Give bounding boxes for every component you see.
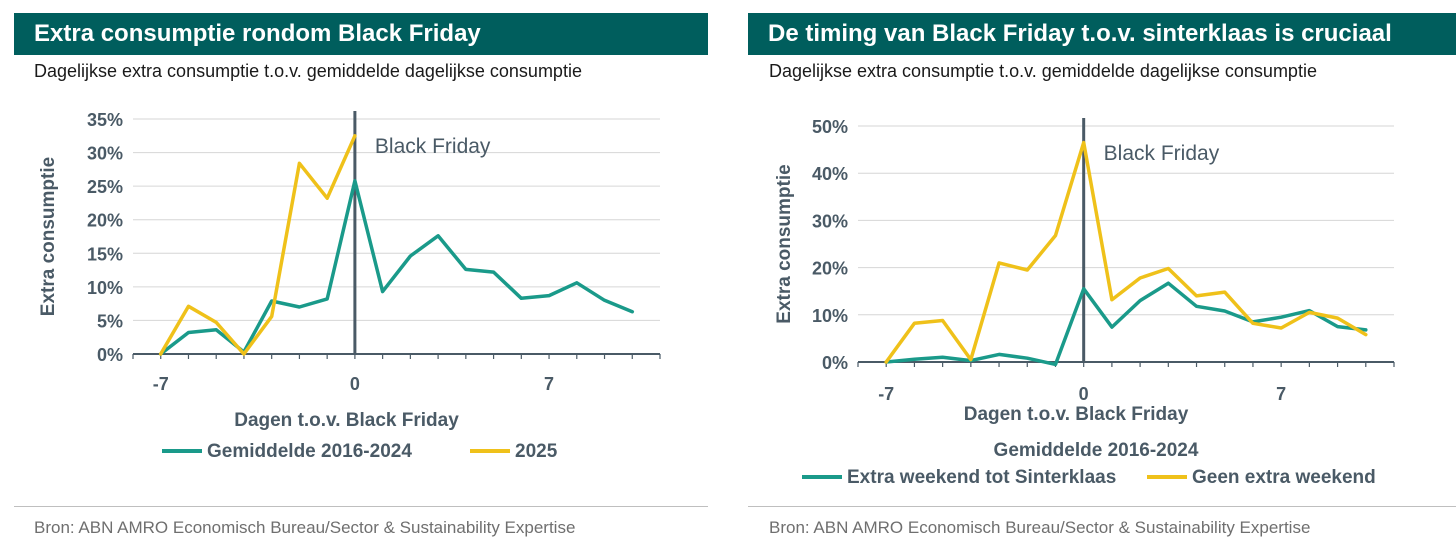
- x-tick-label: -7: [878, 384, 894, 404]
- series-line-2: [884, 140, 1368, 364]
- x-tick-label: -7: [153, 374, 169, 394]
- series-line-2: [158, 134, 357, 356]
- left-source-note: Bron: ABN AMRO Economisch Bureau/Sector …: [34, 518, 576, 537]
- series-line-1: [884, 281, 1368, 367]
- left-divider: [14, 506, 708, 507]
- y-tick-label: 0%: [822, 353, 848, 373]
- y-tick-label: 40%: [812, 164, 848, 184]
- left-chart-subtitle: Dagelijkse extra consumptie t.o.v. gemid…: [34, 61, 582, 81]
- x-axis-title: Dagen t.o.v. Black Friday: [234, 410, 459, 431]
- y-tick-label: 25%: [87, 177, 123, 197]
- right-chart-panel: De timing van Black Friday t.o.v. sinter…: [736, 0, 1456, 546]
- right-divider: [748, 506, 1456, 507]
- x-tick-label: 7: [1276, 384, 1286, 404]
- x-axis-title: Dagen t.o.v. Black Friday: [964, 404, 1189, 425]
- y-tick-label: 50%: [812, 117, 848, 137]
- y-tick-label: 30%: [812, 211, 848, 231]
- legend-label: 2025: [515, 441, 558, 462]
- y-tick-label: 10%: [812, 306, 848, 326]
- series-line-1: [158, 179, 635, 356]
- left-chart-panel: Extra consumptie rondom Black Friday Dag…: [0, 0, 708, 546]
- y-tick-label: 15%: [87, 244, 123, 264]
- right-chart-title: De timing van Black Friday t.o.v. sinter…: [748, 13, 1456, 55]
- y-tick-label: 35%: [87, 110, 123, 130]
- right-chart-subtitle: Dagelijkse extra consumptie t.o.v. gemid…: [769, 61, 1317, 81]
- right-line-chart: 0% 10% 20% 30% 40% 50% -7 0 7 Dagen t.o.v. Black …: [774, 117, 1395, 488]
- x-tick-label: 0: [350, 374, 360, 394]
- legend-label: Extra weekend tot Sinterklaas: [847, 467, 1116, 488]
- left-line-chart: 0% 5% 10% 15% 20% 25% 30% 35% -7 0 7 Dagen t.o.v. B…: [38, 110, 661, 462]
- legend-label: Gemiddelde 2016-2024: [207, 441, 412, 462]
- y-axis-title: Extra consumptie: [38, 157, 59, 316]
- legend-label: Geen extra weekend: [1192, 467, 1376, 488]
- y-tick-label: 0%: [97, 345, 123, 365]
- legend-title: Gemiddelde 2016-2024: [994, 440, 1199, 461]
- y-tick-label: 5%: [97, 311, 123, 331]
- y-axis-title: Extra consumptie: [774, 164, 795, 323]
- black-friday-annotation: Black Friday: [375, 135, 491, 158]
- y-tick-label: 30%: [87, 144, 123, 164]
- y-tick-label: 10%: [87, 278, 123, 298]
- x-tick-label: 7: [544, 374, 554, 394]
- left-chart-title: Extra consumptie rondom Black Friday: [14, 13, 708, 55]
- black-friday-annotation: Black Friday: [1104, 142, 1220, 165]
- right-source-note: Bron: ABN AMRO Economisch Bureau/Sector …: [769, 518, 1311, 537]
- y-tick-label: 20%: [812, 259, 848, 279]
- y-tick-label: 20%: [87, 211, 123, 231]
- x-tick-label: 0: [1079, 384, 1089, 404]
